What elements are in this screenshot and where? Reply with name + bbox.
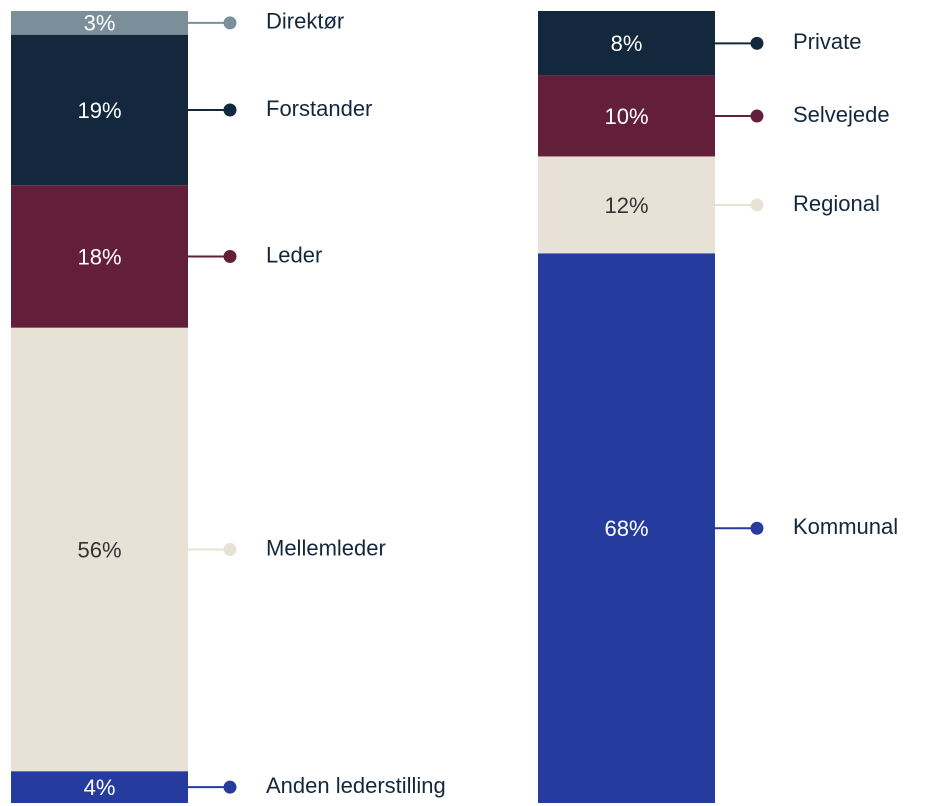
bar-segment (11, 771, 188, 803)
value-label: 19% (77, 98, 121, 123)
bar-segment (11, 327, 188, 772)
legend-label: Anden lederstilling (266, 773, 446, 798)
value-label: 10% (604, 104, 648, 129)
value-label: 4% (84, 775, 116, 800)
bar-segment (538, 156, 715, 254)
legend-label: Regional (793, 191, 880, 216)
legend-dot (750, 36, 764, 50)
bar-segment (11, 34, 188, 186)
bar-segment (538, 75, 715, 157)
legend-dot (223, 543, 237, 557)
bar-segment (538, 253, 715, 803)
legend-label: Leder (266, 242, 322, 267)
legend-label: Kommunal (793, 514, 898, 539)
value-label: 3% (84, 11, 116, 36)
value-label: 8% (611, 31, 643, 56)
value-label: 12% (604, 193, 648, 218)
bar-segment (538, 11, 715, 76)
legend-dot (750, 109, 764, 123)
legend-dot (223, 16, 237, 30)
legend-label: Forstander (266, 96, 372, 121)
legend-label: Mellemleder (266, 535, 386, 560)
bar-segment (11, 11, 188, 35)
legend-dot (223, 250, 237, 264)
legend-dot (750, 198, 764, 212)
legend-label: Selvejede (793, 102, 890, 127)
bar-segment (11, 185, 188, 328)
legend-dot (223, 780, 237, 794)
value-label: 56% (77, 537, 121, 562)
value-label: 18% (77, 244, 121, 269)
legend-label: Private (793, 29, 861, 54)
value-label: 68% (604, 516, 648, 541)
legend-label: Direktør (266, 9, 344, 34)
legend-dot (223, 103, 237, 117)
legend-dot (750, 521, 764, 535)
